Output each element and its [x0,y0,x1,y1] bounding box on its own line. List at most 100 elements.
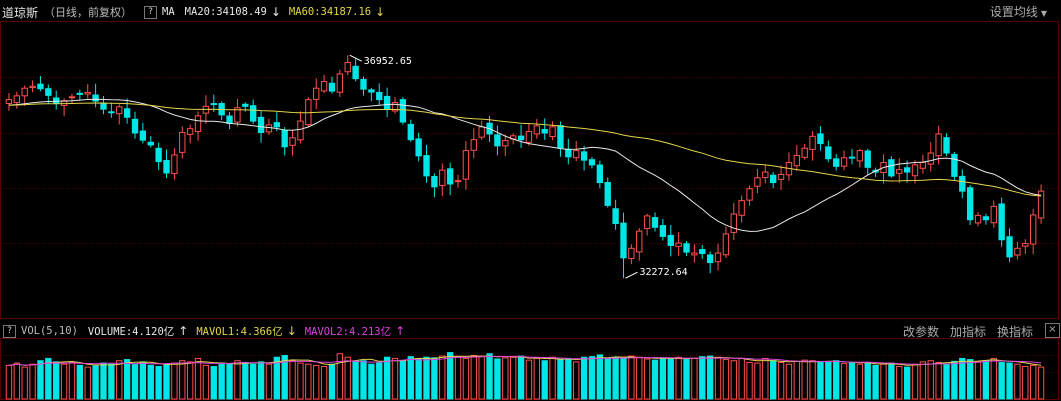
vol-label: VOL(5,10) [21,325,78,337]
candle [809,131,816,161]
volume-bar [313,364,320,400]
candle [959,169,966,199]
candle [494,125,501,156]
volume-bar [833,360,840,400]
help-button[interactable]: ? [144,5,158,19]
candle-body [446,168,454,185]
candle [21,85,28,107]
candle-body [376,91,383,101]
candle [76,89,84,101]
volume-bar [257,361,265,400]
candle [53,90,60,110]
candle-body [643,215,651,229]
candle [770,171,777,189]
volume-bar [596,354,604,400]
candle [45,84,52,104]
candle [683,241,690,257]
candle [943,133,950,157]
candle-body [651,217,659,228]
volume-bar [147,364,154,400]
candle-body [139,130,147,141]
candle-body [179,132,186,153]
candle [250,99,257,124]
volume-bar [1037,366,1045,400]
candle-body [982,216,990,221]
candle [691,244,698,263]
candle [407,119,414,142]
candle [131,111,139,139]
candle [643,213,651,236]
add-indicator-button[interactable]: 加指标 [949,325,986,339]
candle [478,120,485,140]
candle [911,160,919,184]
candle-body [903,167,911,173]
volume-bar [1030,364,1037,400]
candle [186,124,194,144]
candle [840,150,848,171]
candle-body [683,243,690,253]
candle-body [896,169,903,174]
close-indicator-button[interactable]: × [1045,323,1060,338]
candle [714,243,722,271]
volume-bar [494,358,501,400]
candle-body [549,126,556,138]
candle [37,76,44,92]
candle-body [163,159,170,174]
candle-body [123,108,131,118]
candle [171,148,178,180]
candle [596,160,604,189]
candle [179,126,186,159]
candle-body [92,94,99,102]
switch-indicator-button[interactable]: 换指标 [996,325,1033,339]
candle-body [746,188,753,201]
candle [966,184,974,225]
candle-body [344,61,351,73]
candle-body [722,233,730,256]
volume-bar [903,366,911,400]
volume-bar [13,362,20,400]
volume-bar [281,355,288,400]
candle [864,149,871,176]
settings-ma-label: 设置均线 [989,5,1038,19]
volume-bar [454,356,462,400]
candle [29,80,36,93]
volume-bar [242,361,249,400]
change-params-button[interactable]: 改参数 [902,325,939,339]
candle [139,122,147,144]
candle [123,98,131,124]
candle [848,148,856,165]
candle [620,212,627,279]
indicator-help-button[interactable]: ? [3,324,16,338]
candle-body [628,247,635,260]
volume-value: VOLUME:4.120亿 [87,325,175,338]
settings-ma-button[interactable]: 设置均线 ▼ [990,3,1047,20]
candle-body [596,164,604,184]
volume-bar [911,363,919,400]
volume-bar [675,356,682,400]
volume-bar [974,361,982,400]
volume-bar [470,355,477,400]
candle-body [699,249,706,255]
candle-body [966,187,974,221]
candle [305,96,312,127]
candle [502,134,509,157]
candle-body [281,129,288,148]
volume-bar [226,363,233,400]
candle-body [1030,214,1037,245]
candle-body [691,252,698,256]
candle-body [612,208,619,225]
volume-bar [817,361,824,400]
candle [580,145,588,171]
candle-body [714,252,722,263]
mavol2-up-arrow-icon: ↑ [395,324,406,338]
candle [439,163,446,197]
candle [785,152,793,181]
volume-bar [573,361,580,400]
candle-body [762,171,769,179]
volume-bar [108,363,115,400]
volume-bar [328,363,336,400]
candle [163,149,170,179]
mavol1-value: MAVOL1:4.366亿 [196,325,283,338]
candle-body [588,159,596,166]
